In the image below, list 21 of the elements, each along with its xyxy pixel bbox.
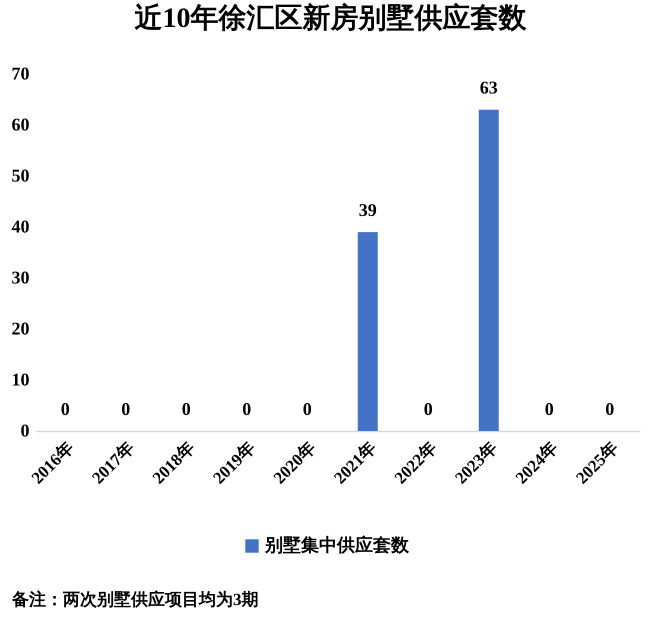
legend-label: 别墅集中供应套数 (264, 535, 410, 555)
data-label: 0 (302, 399, 312, 419)
data-label: 0 (605, 399, 614, 419)
data-label: 0 (121, 399, 130, 419)
y-tick-label: 20 (12, 318, 30, 338)
text: 备注：两次别墅供应项目均为3期 (11, 590, 258, 609)
data-label: 0 (544, 399, 554, 419)
y-tick-label: 60 (12, 114, 30, 134)
chart-title: 近10年徐汇区新房别墅供应套数 (134, 2, 528, 34)
y-tick-label: 10 (12, 370, 30, 390)
data-label: 0 (242, 399, 252, 419)
data-label: 0 (424, 399, 433, 419)
y-tick-label: 0 (20, 420, 30, 440)
data-label: 39 (358, 200, 377, 220)
data-label: 0 (60, 399, 70, 419)
data-label: 0 (182, 399, 191, 419)
y-tick-label: 40 (12, 216, 30, 236)
y-tick-label: 70 (12, 64, 30, 84)
y-tick-label: 30 (12, 268, 30, 288)
y-tick-label: 50 (12, 166, 30, 186)
data-label: 63 (480, 78, 498, 98)
